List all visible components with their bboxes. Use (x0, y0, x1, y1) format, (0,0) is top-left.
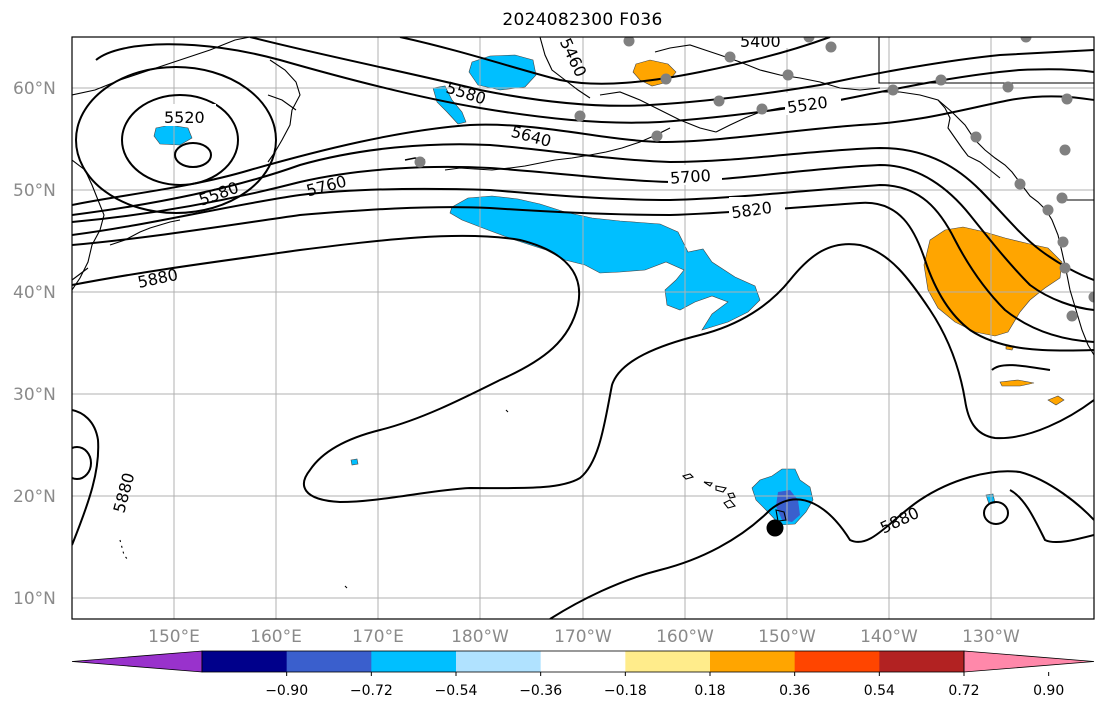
lat-label-20n: 20°N (13, 487, 56, 507)
station-markers (414, 37, 1094, 322)
contour-5520-low (121, 94, 239, 186)
colorbar-extend-high (963, 650, 1095, 673)
colorbar-segment (456, 651, 542, 672)
latitude-labels: 60°N 50°N 40°N 30°N 20°N 10°N (13, 79, 56, 609)
colorbar-segment (540, 651, 626, 672)
colorbar-tick-label: 0.36 (779, 683, 810, 699)
lat-label-40n: 40°N (13, 283, 56, 303)
longitude-labels: 150°E 160°E 170°E 180°W 170°W 160°W 150°… (148, 627, 1020, 647)
anomaly-blue-bering (468, 54, 537, 91)
height-contours (72, 37, 1094, 619)
colorbar-tick-label: 0.54 (864, 683, 895, 699)
colorbar-segment (625, 651, 711, 672)
lat-label-60n: 60°N (13, 79, 56, 99)
lon-label-140w: 140°W (860, 627, 918, 647)
colorbar-extend-low (71, 650, 203, 673)
contour-label-5400: 5400 (740, 32, 781, 51)
lon-label-150e: 150°E (148, 627, 200, 647)
colorbar (71, 650, 1095, 673)
gridlines (72, 37, 1094, 619)
lon-label-160w: 160°W (656, 627, 714, 647)
colorbar-tick-label: −0.90 (265, 683, 308, 699)
colorbar-segment (879, 651, 965, 672)
colorbar-tick-label: 0.72 (948, 683, 979, 699)
lat-label-30n: 30°N (13, 385, 56, 405)
lon-label-170e: 170°E (352, 627, 404, 647)
colorbar-segment (371, 651, 457, 672)
colorbar-tick-label: −0.54 (435, 683, 478, 699)
lon-label-170w: 170°W (554, 627, 612, 647)
colorbar-tick-label: −0.72 (350, 683, 393, 699)
contour-label-5700: 5700 (669, 166, 711, 188)
colorbar-tick-label: 0.18 (694, 683, 725, 699)
anomaly-orange-small-1 (999, 379, 1035, 387)
map-title: 2024082300 F036 (502, 10, 663, 30)
anomaly-blue-north-pacific (449, 195, 761, 331)
lat-label-50n: 50°N (13, 181, 56, 201)
colorbar-outline (201, 650, 965, 673)
map-frame (71, 36, 1095, 620)
colorbar-tick-label: −0.18 (604, 683, 647, 699)
anomaly-orange-northeast-pacific (923, 226, 1063, 337)
hawaii-station-marker (766, 519, 784, 537)
lat-label-10n: 10°N (13, 589, 56, 609)
lon-label-130w: 130°W (962, 627, 1020, 647)
colorbar-segment (202, 651, 288, 672)
anomaly-blue-small-dot (350, 458, 359, 466)
anomaly-orange-small-2 (1047, 395, 1065, 406)
lon-label-160e: 160°E (250, 627, 302, 647)
anomaly-blue-aleutian-small (432, 85, 467, 125)
contour-label-5520-west: 5520 (164, 108, 205, 127)
colorbar-segment (286, 651, 372, 672)
anomaly-deep-blue-hawaii (776, 490, 800, 522)
lon-label-180w: 180°W (451, 627, 509, 647)
colorbar-tick-label: −0.36 (519, 683, 562, 699)
colorbar-tick-label: 0.90 (1033, 683, 1064, 699)
colorbar-segment (710, 651, 796, 672)
colorbar-ticks: −0.90 −0.72 −0.54 −0.36 −0.18 0.18 0.36 0.54 0.7… (265, 672, 1064, 699)
lon-label-150w: 150°W (758, 627, 816, 647)
colorbar-segment (794, 651, 880, 672)
